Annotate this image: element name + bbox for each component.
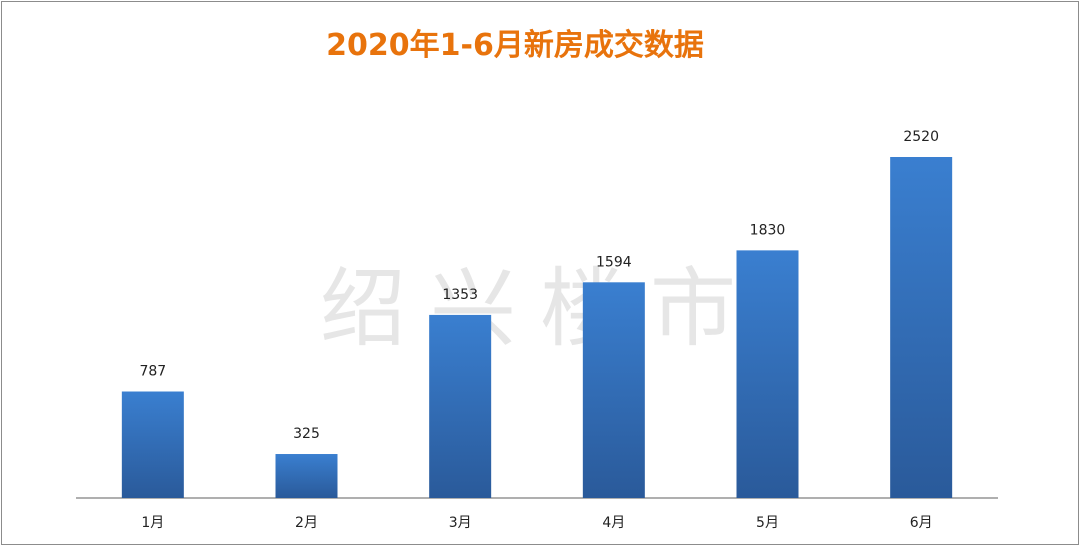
- x-tick-label: 1月: [141, 515, 164, 531]
- chart-title: 2020年1-6月新房成交数据: [326, 28, 704, 63]
- data-label: 1594: [596, 254, 632, 270]
- bar-1: [121, 391, 184, 498]
- x-tick-label: 2月: [295, 515, 318, 531]
- data-label: 2520: [903, 129, 939, 145]
- data-label: 1830: [750, 222, 786, 238]
- data-label: 787: [139, 364, 166, 380]
- bar-2: [275, 454, 338, 498]
- x-tick-label: 5月: [756, 515, 779, 531]
- bar-6: [890, 157, 953, 498]
- x-tick-label: 4月: [602, 515, 625, 531]
- x-tick-label: 3月: [449, 515, 472, 531]
- bar-5: [736, 250, 799, 498]
- x-tick-label: 6月: [910, 515, 933, 531]
- data-label: 325: [293, 426, 320, 442]
- watermark: 绍兴楼市: [320, 259, 760, 359]
- bar-4: [582, 282, 645, 498]
- data-label: 1353: [442, 287, 478, 303]
- bar-3: [429, 314, 492, 498]
